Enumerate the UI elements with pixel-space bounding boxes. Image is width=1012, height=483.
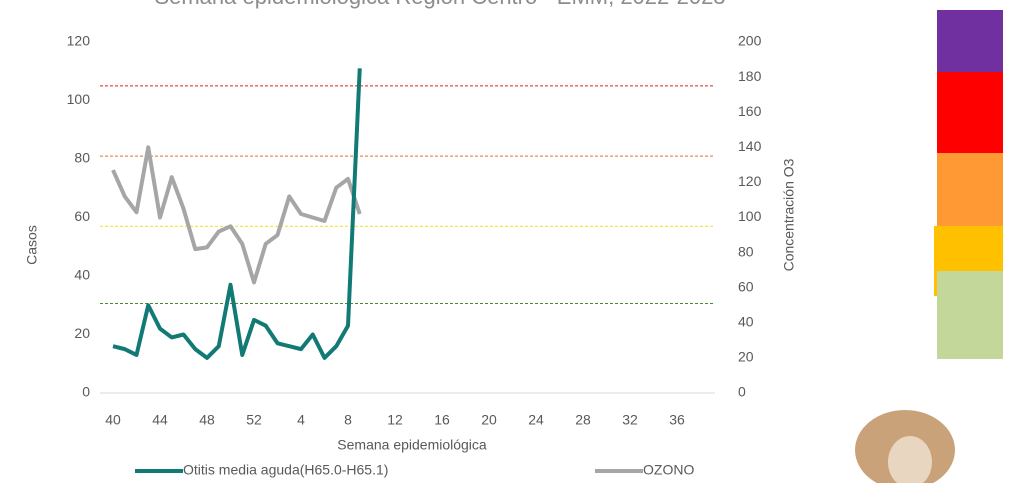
series-line xyxy=(113,68,360,358)
x-tick-label: 28 xyxy=(575,412,591,428)
y-tick-label: 0 xyxy=(82,384,90,400)
x-tick-label: 52 xyxy=(246,412,262,428)
x-tick-label: 24 xyxy=(528,412,544,428)
x-tick-label: 32 xyxy=(622,412,638,428)
chart: Semana epidemiológica Región Centro - EM… xyxy=(0,0,1012,483)
y2-tick-label: 80 xyxy=(738,243,754,259)
y2-axis-title: Concentración O3 xyxy=(781,158,797,271)
x-tick-label: 40 xyxy=(105,412,121,428)
portrait xyxy=(855,410,955,483)
scale-green xyxy=(937,271,1003,359)
scale-red xyxy=(937,72,1003,153)
legend-label: OZONO xyxy=(643,462,694,478)
scale-orange xyxy=(937,153,1003,226)
y2-tick-label: 160 xyxy=(738,103,762,119)
x-tick-label: 12 xyxy=(387,412,403,428)
y2-tick-label: 180 xyxy=(738,68,762,84)
series-line xyxy=(113,147,360,282)
x-tick-label: 4 xyxy=(297,412,305,428)
y-tick-label: 40 xyxy=(74,267,90,283)
y2-tick-label: 200 xyxy=(738,33,762,49)
x-tick-label: 36 xyxy=(669,412,685,428)
x-tick-label: 16 xyxy=(434,412,450,428)
y2-tick-label: 60 xyxy=(738,278,754,294)
y2-tick-label: 140 xyxy=(738,138,762,154)
y2-tick-label: 40 xyxy=(738,314,754,330)
x-tick-label: 44 xyxy=(152,412,168,428)
legend-label: Otitis media aguda(H65.0-H65.1) xyxy=(183,462,388,478)
y-tick-label: 20 xyxy=(74,325,90,341)
x-tick-label: 20 xyxy=(481,412,497,428)
y-axis-title: Casos xyxy=(24,225,40,265)
x-tick-label: 48 xyxy=(199,412,215,428)
y-tick-label: 120 xyxy=(67,33,91,49)
x-axis-title: Semana epidemiológica xyxy=(337,437,487,453)
y2-tick-label: 0 xyxy=(738,384,746,400)
scale-purple xyxy=(937,10,1003,72)
y-tick-label: 80 xyxy=(74,150,90,166)
chart-title: Semana epidemiológica Región Centro - EM… xyxy=(154,0,725,9)
scale-bar xyxy=(934,10,1003,359)
y-tick-label: 60 xyxy=(74,208,90,224)
y2-tick-label: 120 xyxy=(738,173,762,189)
x-tick-label: 8 xyxy=(344,412,352,428)
y2-tick-label: 20 xyxy=(738,349,754,365)
y-tick-label: 100 xyxy=(67,91,91,107)
y2-tick-label: 100 xyxy=(738,208,762,224)
